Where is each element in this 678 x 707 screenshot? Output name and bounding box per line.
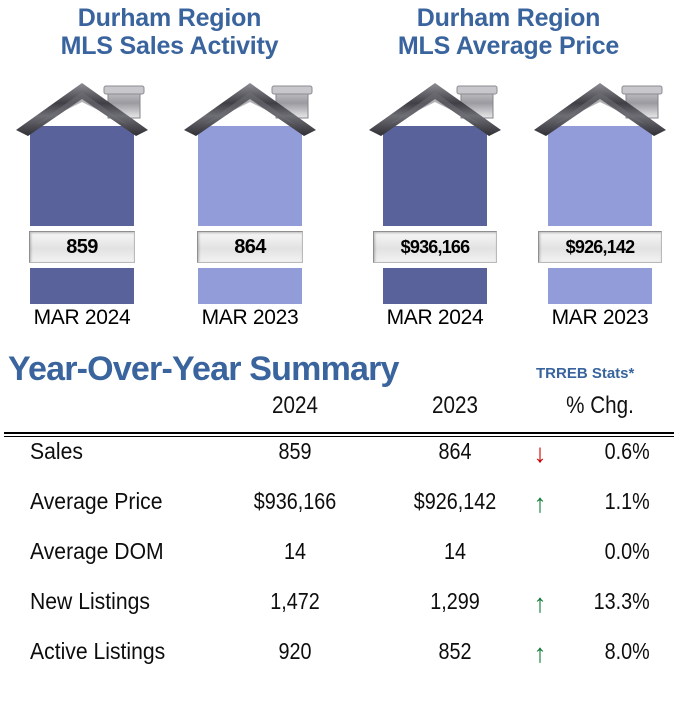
- house-value-plaque: $926,142: [534, 226, 666, 268]
- trend-arrow-down-icon: ↓: [533, 438, 547, 468]
- roof-icon: [16, 83, 148, 136]
- house-value: 859: [66, 235, 98, 258]
- chart-title-price: Durham Region MLS Average Price: [339, 4, 678, 60]
- house-period-label: MAR 2023: [201, 306, 299, 329]
- row-label: New Listings: [30, 588, 150, 614]
- house-pictogram-sales-2024: 859 MAR 2024: [2, 74, 162, 336]
- row-value-2024: 14: [283, 538, 307, 564]
- row-label: Active Listings: [30, 638, 166, 664]
- row-label: Sales: [30, 438, 83, 464]
- house-body: [30, 126, 134, 304]
- house-pictogram-price-2023: $926,142 MAR 2023: [520, 74, 678, 336]
- year-over-year-table: 2024 2023 % Chg. Sales 859 864 ↓ 0.6% Av…: [0, 392, 678, 688]
- house-value: $936,166: [400, 236, 470, 257]
- row-value-2023: 1,299: [430, 588, 480, 614]
- house-period-label: MAR 2024: [386, 306, 484, 329]
- house-body: [198, 126, 302, 304]
- column-header-pct-change: % Chg.: [566, 392, 634, 419]
- page-title: Year-Over-Year Summary: [8, 350, 399, 388]
- trend-arrow-up-icon: ↑: [533, 588, 547, 618]
- column-header-2023: 2023: [432, 392, 478, 419]
- house-body: [548, 126, 652, 304]
- trend-arrow-up-icon: ↑: [533, 638, 547, 668]
- row-value-2024: $936,166: [253, 488, 337, 514]
- house-pictogram-price-2024: $936,166 MAR 2024: [355, 74, 515, 336]
- row-pct-change: 0.6%: [604, 438, 650, 464]
- chart-title-sales: Durham Region MLS Sales Activity: [0, 4, 339, 60]
- house-pictogram-row: 859 MAR 2024 864 MAR 2023 $936,166 MAR 2…: [0, 74, 678, 336]
- row-value-2024: 1,472: [270, 588, 320, 614]
- roof-icon: [184, 83, 316, 136]
- house-period-label: MAR 2024: [33, 306, 131, 329]
- house-value: 864: [234, 235, 266, 258]
- table-row: New Listings 1,472 1,299 ↑ 13.3%: [0, 588, 678, 638]
- house-value: $926,142: [565, 236, 635, 257]
- source-note: TRREB Stats*: [536, 365, 635, 382]
- chart-title-sales-line1: Durham Region: [77, 4, 262, 32]
- column-header-2024: 2024: [272, 392, 318, 419]
- row-value-2024: 920: [278, 638, 312, 664]
- row-pct-change: 0.0%: [604, 538, 650, 564]
- row-pct-change: 1.1%: [604, 488, 650, 514]
- roof-icon: [534, 83, 666, 136]
- row-pct-change: 8.0%: [604, 638, 650, 664]
- table-rule-top: [4, 432, 674, 434]
- house-value-plaque: 864: [192, 226, 308, 268]
- table-row: Average Price $936,166 $926,142 ↑ 1.1%: [0, 488, 678, 538]
- table-row: Sales 859 864 ↓ 0.6%: [0, 438, 678, 488]
- row-value-2024: 859: [278, 438, 312, 464]
- chart-title-sales-line2: MLS Sales Activity: [60, 32, 279, 60]
- chart-title-price-line1: Durham Region: [416, 4, 601, 32]
- row-label: Average DOM: [30, 538, 164, 564]
- table-row: Average DOM 14 14 0.0%: [0, 538, 678, 588]
- row-value-2023: 14: [443, 538, 467, 564]
- house-period-label: MAR 2023: [551, 306, 649, 329]
- house-body: [383, 126, 487, 304]
- trend-arrow-up-icon: ↑: [533, 488, 547, 518]
- row-value-2023: $926,142: [413, 488, 497, 514]
- chart-title-price-line2: MLS Average Price: [397, 32, 620, 60]
- row-label: Average Price: [30, 488, 163, 514]
- house-pictogram-sales-2023: 864 MAR 2023: [170, 74, 330, 336]
- row-pct-change: 13.3%: [593, 588, 650, 614]
- table-rule-bottom: [4, 436, 674, 437]
- house-value-plaque: 859: [24, 226, 140, 268]
- table-header-row: 2024 2023 % Chg.: [0, 392, 678, 437]
- house-value-plaque: $936,166: [369, 226, 501, 268]
- table-row: Active Listings 920 852 ↑ 8.0%: [0, 638, 678, 688]
- row-value-2023: 852: [438, 638, 472, 664]
- roof-icon: [369, 83, 501, 136]
- row-value-2023: 864: [438, 438, 472, 464]
